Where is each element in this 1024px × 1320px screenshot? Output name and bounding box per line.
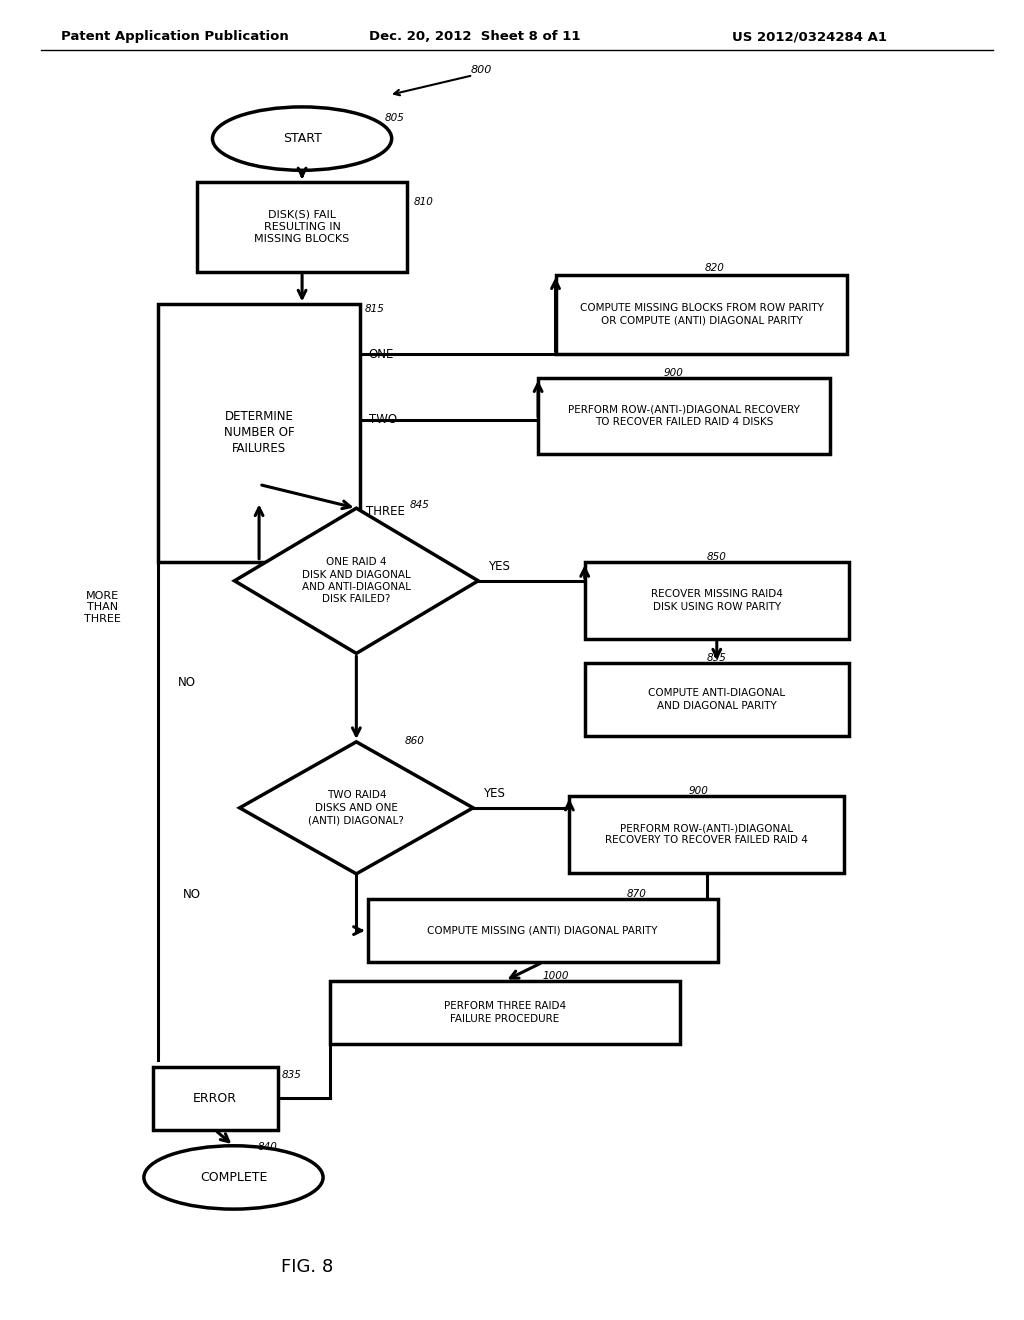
Text: 845: 845: [410, 499, 429, 510]
FancyBboxPatch shape: [153, 1067, 278, 1130]
Text: Patent Application Publication: Patent Application Publication: [61, 30, 289, 44]
Text: TWO: TWO: [369, 413, 396, 426]
Ellipse shape: [213, 107, 391, 170]
Text: PERFORM THREE RAID4
FAILURE PROCEDURE: PERFORM THREE RAID4 FAILURE PROCEDURE: [443, 1002, 566, 1023]
Text: 815: 815: [365, 304, 384, 314]
Text: DISK(S) FAIL
RESULTING IN
MISSING BLOCKS: DISK(S) FAIL RESULTING IN MISSING BLOCKS: [254, 210, 350, 244]
FancyBboxPatch shape: [539, 378, 829, 454]
FancyBboxPatch shape: [330, 981, 680, 1044]
Polygon shape: [240, 742, 473, 874]
Text: 855: 855: [707, 652, 726, 663]
Text: 900: 900: [688, 785, 708, 796]
Text: MORE
THAN
THREE: MORE THAN THREE: [84, 590, 121, 624]
Text: NO: NO: [178, 676, 197, 689]
Text: 850: 850: [707, 552, 726, 562]
FancyBboxPatch shape: [569, 796, 844, 873]
Polygon shape: [234, 508, 478, 653]
Ellipse shape: [143, 1146, 324, 1209]
Text: US 2012/0324284 A1: US 2012/0324284 A1: [732, 30, 887, 44]
Text: 1000: 1000: [543, 970, 569, 981]
Text: 840: 840: [258, 1142, 278, 1152]
Text: COMPUTE ANTI-DIAGONAL
AND DIAGONAL PARITY: COMPUTE ANTI-DIAGONAL AND DIAGONAL PARIT…: [648, 689, 785, 710]
Text: COMPUTE MISSING (ANTI) DIAGONAL PARITY: COMPUTE MISSING (ANTI) DIAGONAL PARITY: [427, 925, 658, 936]
Text: 820: 820: [705, 263, 724, 273]
FancyBboxPatch shape: [368, 899, 718, 962]
FancyBboxPatch shape: [585, 562, 849, 639]
FancyBboxPatch shape: [556, 275, 848, 354]
Text: 800: 800: [471, 65, 493, 75]
Text: NO: NO: [183, 887, 202, 900]
Text: 805: 805: [385, 112, 404, 123]
Text: DETERMINE
NUMBER OF
FAILURES: DETERMINE NUMBER OF FAILURES: [224, 411, 294, 455]
Text: 860: 860: [404, 735, 424, 746]
Text: COMPUTE MISSING BLOCKS FROM ROW PARITY
OR COMPUTE (ANTI) DIAGONAL PARITY: COMPUTE MISSING BLOCKS FROM ROW PARITY O…: [580, 304, 823, 325]
FancyBboxPatch shape: [197, 182, 407, 272]
Text: 835: 835: [282, 1069, 301, 1080]
Text: ERROR: ERROR: [194, 1092, 237, 1105]
Text: 870: 870: [627, 888, 646, 899]
Text: ONE RAID 4
DISK AND DIAGONAL
AND ANTI-DIAGONAL
DISK FAILED?: ONE RAID 4 DISK AND DIAGONAL AND ANTI-DI…: [302, 557, 411, 605]
Text: YES: YES: [483, 787, 505, 800]
Text: 810: 810: [414, 197, 433, 207]
Text: THREE: THREE: [366, 506, 404, 519]
Text: START: START: [283, 132, 322, 145]
Text: YES: YES: [488, 560, 510, 573]
Text: COMPLETE: COMPLETE: [200, 1171, 267, 1184]
Text: PERFORM ROW-(ANTI-)DIAGONAL
RECOVERY TO RECOVER FAILED RAID 4: PERFORM ROW-(ANTI-)DIAGONAL RECOVERY TO …: [605, 824, 808, 845]
Text: FIG. 8: FIG. 8: [281, 1258, 334, 1276]
Text: TWO RAID4
DISKS AND ONE
(ANTI) DIAGONAL?: TWO RAID4 DISKS AND ONE (ANTI) DIAGONAL?: [308, 791, 404, 825]
Text: PERFORM ROW-(ANTI-)DIAGONAL RECOVERY
TO RECOVER FAILED RAID 4 DISKS: PERFORM ROW-(ANTI-)DIAGONAL RECOVERY TO …: [568, 405, 800, 426]
Text: RECOVER MISSING RAID4
DISK USING ROW PARITY: RECOVER MISSING RAID4 DISK USING ROW PAR…: [651, 590, 782, 611]
Text: Dec. 20, 2012  Sheet 8 of 11: Dec. 20, 2012 Sheet 8 of 11: [369, 30, 581, 44]
Text: 900: 900: [664, 367, 683, 378]
FancyBboxPatch shape: [158, 304, 360, 562]
FancyBboxPatch shape: [585, 664, 849, 737]
Text: ONE: ONE: [369, 348, 394, 360]
